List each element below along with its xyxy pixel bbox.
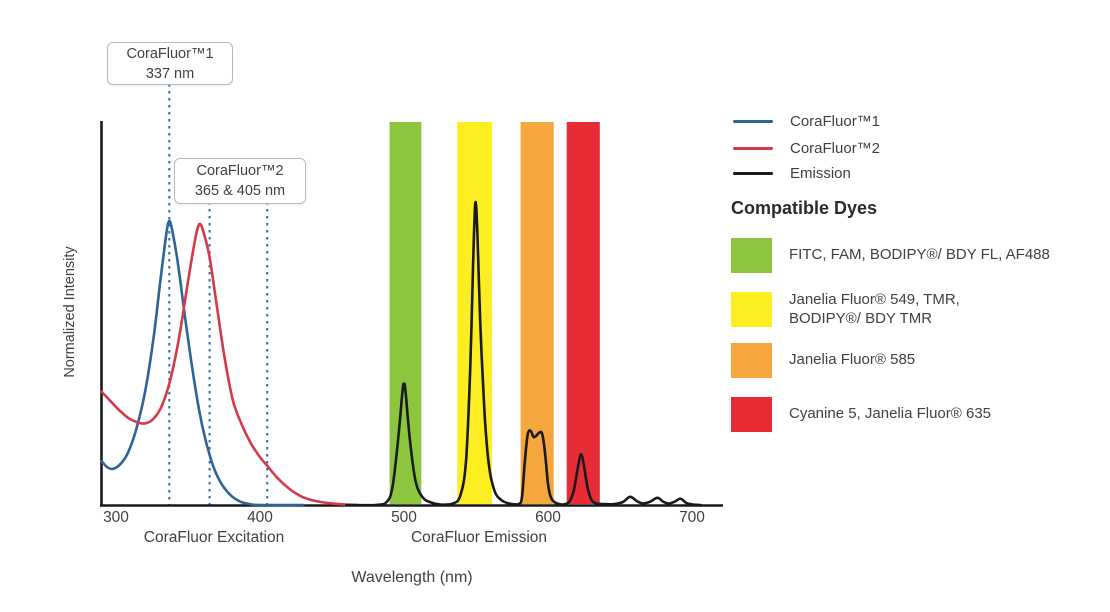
dye-row-yellow: Janelia Fluor® 549, TMR, BODIPY®/ BDY TM… xyxy=(731,291,960,329)
dye-swatch-2 xyxy=(731,343,772,378)
dye-label-red-line1: Cyanine 5, Janelia Fluor® 635 xyxy=(789,405,992,423)
emission-curve-2 xyxy=(345,200,702,507)
emission-band-3 xyxy=(566,122,600,504)
dye-row-orange: Janelia Fluor® 585 xyxy=(731,343,915,378)
dye-label-orange: Janelia Fluor® 585 xyxy=(789,351,915,370)
legend-item-corafluor1: CoraFluor™1 xyxy=(733,112,880,130)
legend-label-emission: Emission xyxy=(790,164,851,182)
legend-line-1 xyxy=(733,146,773,150)
dye-row-red: Cyanine 5, Janelia Fluor® 635 xyxy=(731,397,991,432)
x-tick-400: 400 xyxy=(247,509,273,526)
x-axis-title: Wavelength (nm) xyxy=(351,569,473,586)
legend-label-corafluor2: CoraFluor™2 xyxy=(790,139,881,157)
excitation-curve-0 xyxy=(100,219,305,507)
dye-row-green: FITC, FAM, BODIPY®/ BDY FL, AF488 xyxy=(731,238,1050,273)
x-tick-300: 300 xyxy=(103,509,129,526)
dye-swatch-3 xyxy=(731,397,772,432)
callout-corafluor2-wavelength: 365 & 405 nm xyxy=(194,183,286,199)
emission-region-label: CoraFluor Emission xyxy=(410,529,548,546)
callout-corafluor2: CoraFluor™2 365 & 405 nm xyxy=(174,158,306,204)
excitation-curve-1 xyxy=(100,222,360,507)
dye-label-yellow-line2: BODIPY®/ BDY TMR xyxy=(789,309,933,327)
dye-label-yellow-line1: Janelia Fluor® 549, TMR, xyxy=(789,291,960,308)
legend-line-2 xyxy=(733,171,773,175)
legend-item-corafluor2: CoraFluor™2 xyxy=(733,139,880,157)
y-axis-title: Normalized Intensity xyxy=(62,246,78,378)
x-tick-500: 500 xyxy=(391,509,417,526)
callout-corafluor1: CoraFluor™1 337 nm xyxy=(107,42,233,85)
x-tick-600: 600 xyxy=(535,509,561,526)
dye-label-orange-line1: Janelia Fluor® 585 xyxy=(789,351,916,369)
legend-label-corafluor1: CoraFluor™1 xyxy=(790,112,881,130)
compatible-dyes-heading: Compatible Dyes xyxy=(731,198,878,218)
emission-band-0 xyxy=(389,122,422,504)
dye-swatch-1 xyxy=(731,292,772,328)
dye-label-red: Cyanine 5, Janelia Fluor® 635 xyxy=(789,405,991,424)
x-tick-700: 700 xyxy=(679,509,705,526)
callout-corafluor1-wavelength: 337 nm xyxy=(145,65,195,82)
dye-label-green: FITC, FAM, BODIPY®/ BDY FL, AF488 xyxy=(789,246,1050,265)
callout-corafluor2-name: CoraFluor™2 xyxy=(196,163,284,179)
legend-line-0 xyxy=(733,119,773,123)
dye-label-yellow: Janelia Fluor® 549, TMR, BODIPY®/ BDY TM… xyxy=(789,291,960,329)
legend-item-emission: Emission xyxy=(733,164,851,182)
callout-corafluor1-name: CoraFluor™1 xyxy=(126,45,214,62)
dye-swatch-0 xyxy=(731,238,772,273)
dye-label-green-line1: FITC, FAM, BODIPY®/ BDY FL, AF488 xyxy=(789,246,1050,264)
excitation-region-label: CoraFluor Excitation xyxy=(143,529,285,546)
